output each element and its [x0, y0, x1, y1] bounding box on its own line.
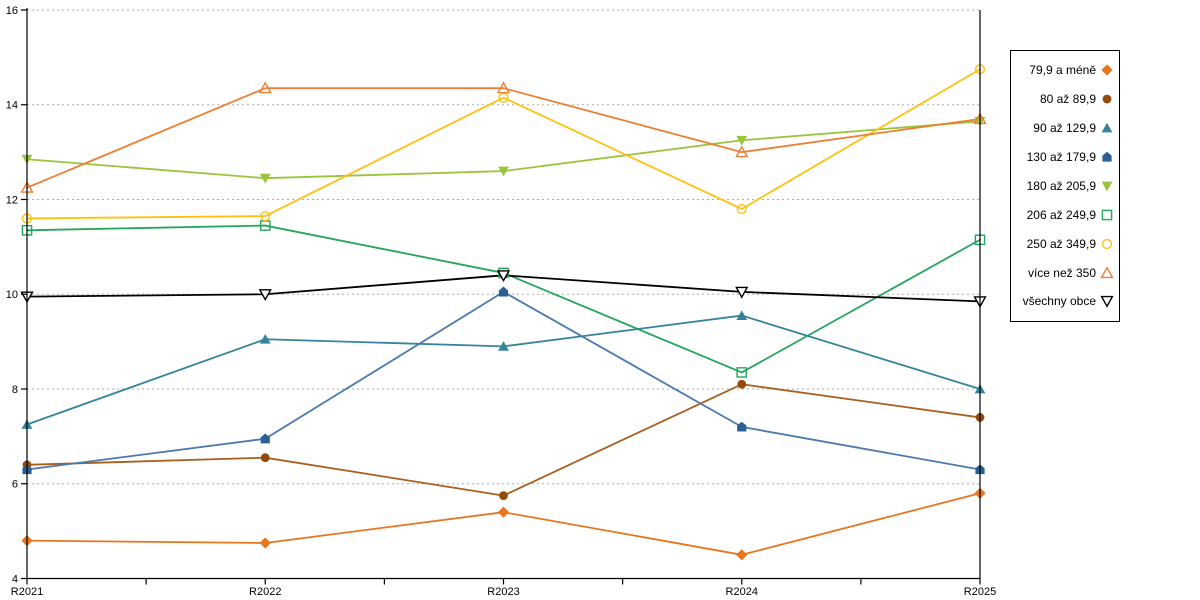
legend-item: 79,9 a méně [1011, 63, 1119, 77]
y-tick-label: 14 [6, 100, 18, 112]
circle-marker [499, 491, 508, 500]
square-open-marker [736, 367, 748, 378]
series-lines [26, 68, 981, 556]
legend-item: více než 350 [1011, 266, 1119, 280]
square-open-marker [1101, 209, 1113, 221]
y-tick-label: 6 [12, 479, 18, 491]
legend-item-label: více než 350 [1027, 265, 1096, 280]
triangle-up-marker [1101, 122, 1113, 133]
pentagon-marker [1102, 151, 1112, 162]
triangle-up-open-marker [735, 145, 749, 158]
series-line [26, 492, 981, 556]
triangle-up-open-marker [1100, 265, 1114, 278]
legend-marker-triangle-down-open [1100, 296, 1114, 309]
legend-marker-circle [1102, 94, 1112, 104]
legend-item: 206 až 249,9 [1011, 208, 1119, 222]
legend-item-label: všechny obce [1022, 294, 1096, 309]
triangle-up-marker [259, 333, 271, 344]
pentagon-marker [737, 421, 747, 432]
triangle-down-open-marker [258, 289, 272, 301]
legend-marker-triangle-up-open [1100, 265, 1114, 278]
legend-item-label: 206 až 249,9 [1026, 207, 1096, 222]
y-tick-label: 10 [6, 289, 18, 301]
legend-item: 130 až 179,9 [1011, 150, 1119, 164]
legend-item-label: 79,9 a méně [1029, 63, 1096, 78]
triangle-up-open-marker [258, 81, 272, 94]
series-line [26, 68, 981, 220]
diamond-marker [497, 506, 510, 518]
y-tick-label: 4 [12, 573, 18, 585]
x-tick-label: R2022 [249, 586, 281, 598]
pentagon-marker [260, 433, 270, 444]
triangle-down-open-marker [1100, 296, 1114, 309]
series-marker-group [21, 310, 986, 429]
legend-marker-triangle-up [1101, 122, 1113, 133]
axes [21, 8, 981, 585]
circle-open-marker [736, 203, 747, 215]
legend-marker-circle-open [1101, 238, 1113, 249]
triangle-down-marker [259, 173, 271, 184]
pentagon-marker [498, 286, 509, 297]
legend-item-label: 80 až 89,9 [1039, 92, 1096, 107]
legend-marker-diamond [1101, 64, 1113, 77]
axis-labels: 4 6 8 10 12 14 16 R2021 R2022 R2023 R2024 R2025 [6, 5, 996, 598]
triangle-down-marker [736, 135, 748, 146]
x-tick-label: R2024 [726, 586, 758, 598]
diamond-marker [736, 549, 748, 561]
series-line [26, 314, 981, 426]
triangle-down-marker [498, 166, 509, 177]
legend-item: 180 až 205,9 [1011, 179, 1119, 193]
x-tick-label: R2021 [11, 586, 43, 598]
legend-item-label: 250 až 349,9 [1026, 236, 1096, 251]
series-marker-group [22, 286, 985, 475]
legend-item: 90 až 129,9 [1011, 121, 1119, 135]
diamond-marker [259, 537, 271, 549]
legend-item: 250 až 349,9 [1011, 237, 1119, 251]
triangle-up-open-marker [496, 81, 511, 94]
triangle-down-open-marker [496, 270, 511, 283]
legend-marker-pentagon [1102, 151, 1112, 162]
legend-item-label: 90 až 129,9 [1033, 121, 1096, 136]
y-tick-label: 8 [12, 384, 18, 396]
series-line [26, 383, 981, 497]
circle-marker [737, 379, 747, 389]
triangle-down-marker [1101, 181, 1113, 192]
legend-item-label: 130 až 179,9 [1026, 150, 1096, 165]
gridlines [27, 9, 980, 485]
x-tick-label: R2023 [487, 586, 519, 598]
series-line [26, 87, 981, 189]
legend-marker-triangle-down [1101, 181, 1113, 192]
circle-marker [260, 453, 270, 463]
legend-item: 80 až 89,9 [1011, 92, 1119, 106]
circle-open-marker [260, 210, 271, 222]
triangle-down-open-marker [735, 286, 749, 299]
legend-item: všechny obce [1011, 294, 1119, 308]
triangle-up-marker [736, 310, 748, 320]
circle-marker [1102, 94, 1112, 104]
x-tick-label: R2025 [964, 586, 996, 598]
series-marker-group [21, 220, 986, 378]
legend-box: 79,9 a méně 80 až 89,9 90 až 129,9 130 až 1… [1010, 50, 1120, 322]
triangle-up-marker [498, 341, 509, 351]
y-tick-label: 16 [6, 5, 18, 17]
legend-item-label: 180 až 205,9 [1026, 178, 1096, 193]
circle-open-marker [1101, 238, 1113, 249]
y-tick-label: 12 [6, 194, 18, 206]
legend-marker-square-open [1101, 209, 1113, 221]
diamond-marker [1101, 64, 1113, 77]
